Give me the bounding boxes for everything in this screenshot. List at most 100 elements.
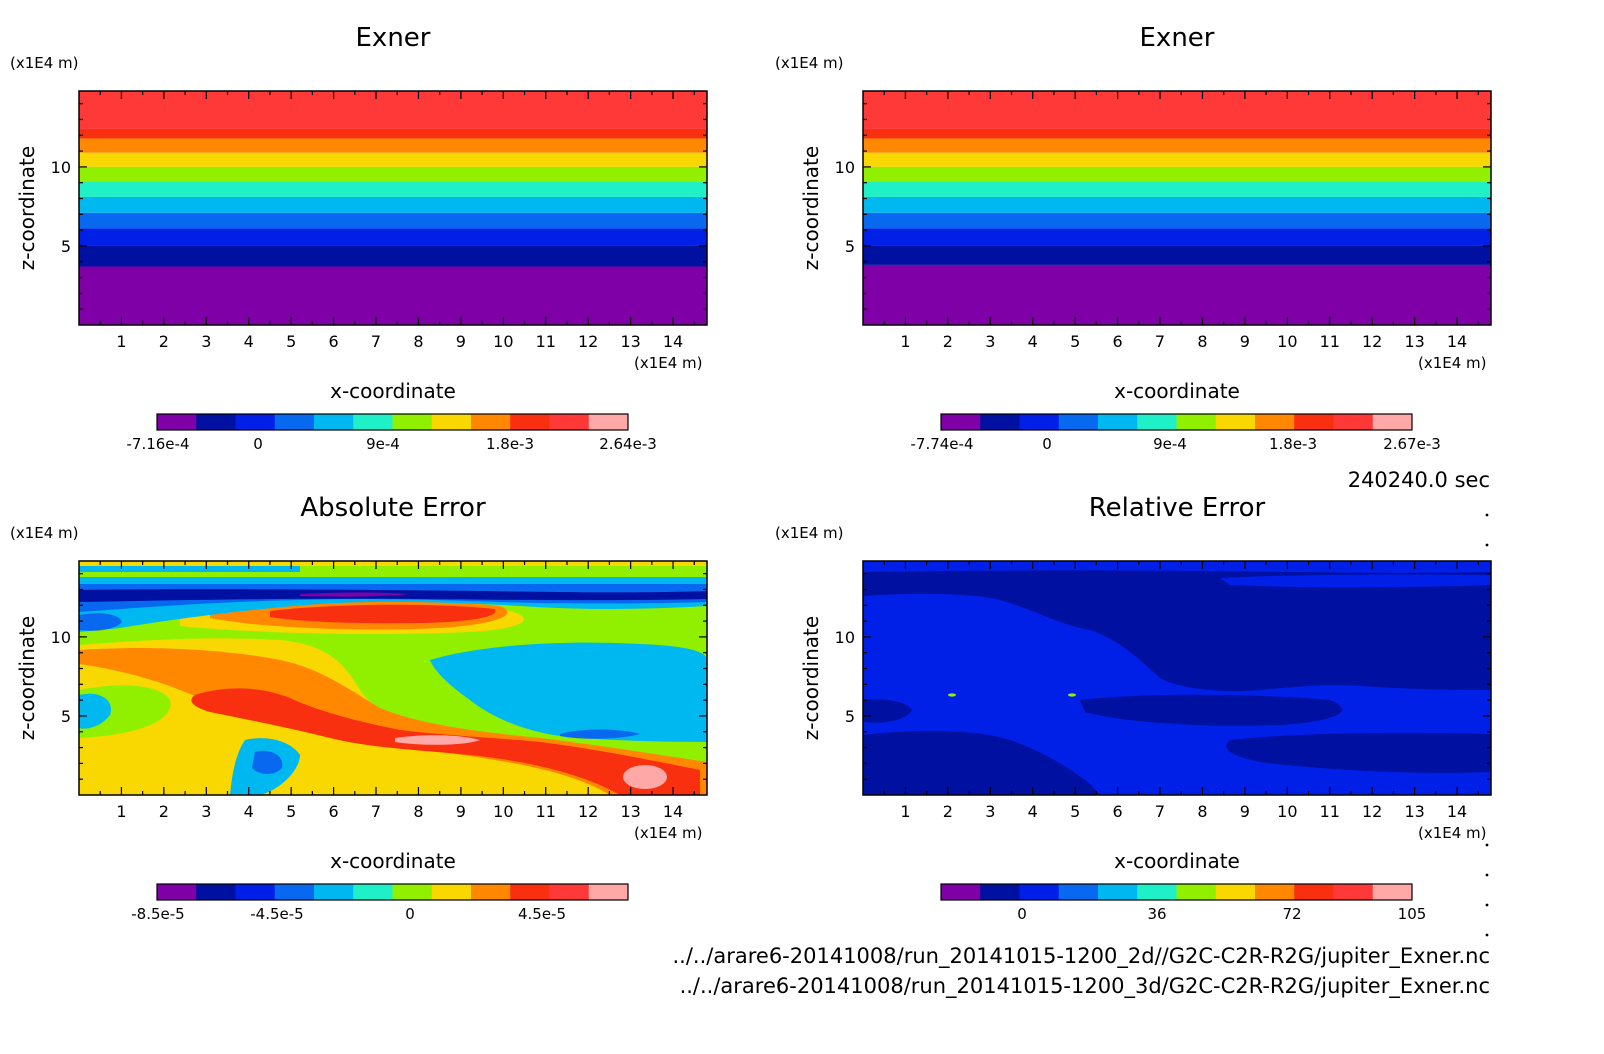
contour-band [863,245,1491,265]
colorbar-swatch [1372,414,1413,430]
x-tick-label: 8 [1197,802,1207,821]
colorbar-swatch [1176,414,1217,430]
x-tick-label: 7 [1155,802,1165,821]
panel-title: Relative Error [1089,493,1266,523]
contour-region [79,589,707,602]
colorbar-swatch [1333,884,1374,900]
contour-band [79,212,707,229]
x-axis-label: x-coordinate [1114,379,1240,403]
colorbar-swatch [431,414,472,430]
panel-title: Exner [1140,23,1215,53]
file-path-3d: ../../arare6-20141008/run_20141015-1200_… [680,974,1490,999]
y-axis-label: z-coordinate [15,146,39,270]
colorbar-frame [156,883,629,901]
x-tick-label: 12 [578,332,598,351]
x-tick-label: 14 [663,802,683,821]
x-axis-label: x-coordinate [1114,849,1240,873]
x-tick-label: 1 [116,332,126,351]
colorbar-swatch [1333,414,1374,430]
colorbar-swatch [1137,884,1177,900]
colorbar-label: 0 [1042,435,1052,453]
contour-band [863,264,1491,325]
x-tick-label: 14 [663,332,683,351]
y-tick-label: 10 [51,628,71,647]
colorbar-swatch [1294,414,1334,430]
x-tick-label: 10 [493,802,513,821]
colorbar-swatch [353,414,393,430]
contour-band [863,91,1491,129]
colorbar-swatch [1058,884,1099,900]
y-unit-label: (x1E4 m) [775,524,844,542]
colorbar-label: 1.8e-3 [1269,435,1317,453]
colorbar-swatch [471,884,511,900]
colorbar-swatch [588,414,629,430]
colorbar-swatch [941,414,981,430]
contour-region [1068,693,1076,697]
plot-frame [862,560,1492,796]
contour-band [79,166,707,182]
colorbar-frame [156,413,629,431]
heatmap-area [79,91,707,325]
colorbar-label: 105 [1398,905,1427,923]
colorbar: -7.74e-4 0 9e-4 1.8e-3 2.67e-3 [911,413,1441,453]
x-tick-label: 8 [1197,332,1207,351]
contour-region [863,593,1491,694]
colorbar-label: 0 [1017,905,1027,923]
contour-region [430,642,707,742]
y-tick-label: 10 [835,628,855,647]
dot [1485,543,1489,547]
colorbar-label: 0 [253,435,263,453]
dot [1485,873,1489,877]
contour-band [863,152,1491,167]
colorbar: -8.5e-5 -4.5e-5 0 4.5e-5 [131,883,629,923]
panel-absolute-error: Absolute Error (x1E4 m) [10,493,708,923]
x-tick-label: 13 [620,802,640,821]
colorbar-frame [940,413,1413,431]
x-unit-label: (x1E4 m) [634,824,703,842]
x-tick-label: 6 [1113,802,1123,821]
x-tick-label: 12 [1362,332,1382,351]
x-tick-label: 3 [985,332,995,351]
contour-band [79,266,707,325]
x-tick-label: 10 [1277,332,1297,351]
contour-region [252,750,283,774]
x-tick-label: 4 [244,332,254,351]
plot-frame [862,90,1492,326]
colorbar-swatch [1019,884,1060,900]
colorbar-swatch [392,884,433,900]
colorbar-swatch [1176,884,1217,900]
contour-region [863,699,912,723]
contour-region [79,613,122,631]
colorbar-swatch [1137,414,1177,430]
y-tick-label: 5 [845,237,855,256]
colorbar: 0 36 72 105 [940,883,1427,923]
x-tick-label: 11 [536,332,556,351]
panel-relative-error: Relative Error (x1E4 m) 1 2 3 4 5 6 7 8 9 10 11 12 1… [775,493,1492,923]
x-unit-label: (x1E4 m) [1418,824,1487,842]
x-tick-label: 14 [1447,332,1467,351]
x-tick-label: 6 [329,332,339,351]
contour-band [863,228,1491,246]
contour-band [863,212,1491,229]
colorbar-swatch [549,414,590,430]
x-tick-label: 10 [493,332,513,351]
colorbar-swatch [392,414,433,430]
contour-region [270,604,496,624]
x-tick-label: 3 [201,332,211,351]
x-tick-label: 5 [1070,332,1080,351]
colorbar-swatch [1098,414,1138,430]
colorbar-label: -4.5e-5 [250,905,303,923]
y-tick-label: 5 [61,707,71,726]
x-tick-label: 7 [371,802,381,821]
y-tick-label: 5 [61,237,71,256]
colorbar: -7.16e-4 0 9e-4 1.8e-3 2.64e-3 [127,413,657,453]
colorbar-label: 2.67e-3 [1383,435,1441,453]
colorbar-frame [940,883,1413,901]
x-tick-label: 7 [371,332,381,351]
colorbar-swatch [1255,884,1295,900]
colorbar-swatch [980,414,1020,430]
colorbar-swatch [549,884,590,900]
colorbar-swatch [196,414,236,430]
